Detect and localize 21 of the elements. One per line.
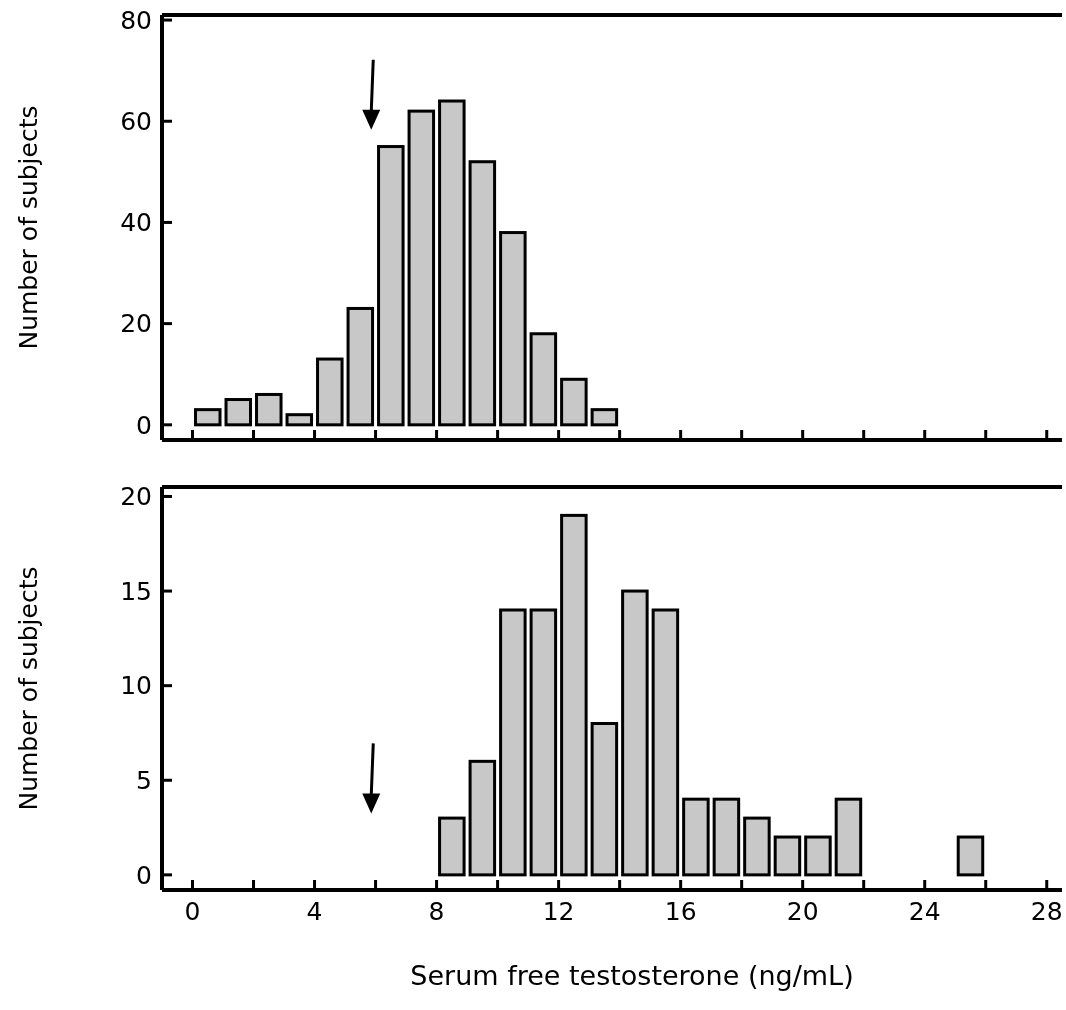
x-tick-label: 4 — [306, 897, 323, 926]
y-tick-label: 80 — [120, 5, 152, 35]
y-tick-label: 20 — [120, 482, 152, 512]
y-tick-label: 15 — [120, 576, 152, 606]
x-tick-label: 16 — [664, 897, 697, 926]
y-tick-label: 5 — [136, 766, 152, 796]
x-axis-title: Serum free testosterone (ng/mL) — [410, 960, 854, 991]
y-tick-label: 0 — [136, 410, 152, 440]
x-tick-label: 0 — [184, 897, 201, 926]
x-tick-label: 24 — [908, 897, 941, 926]
x-tick-label: 20 — [786, 897, 819, 926]
y-tick-label: 20 — [120, 309, 152, 339]
y-tick-label: 10 — [120, 671, 152, 701]
y-tick-label: 0 — [136, 860, 152, 890]
x-tick-label: 28 — [1030, 897, 1063, 926]
y-axis-title: Number of subjects — [14, 566, 43, 811]
y-axis-title: Number of subjects — [14, 105, 43, 350]
y-tick-label: 40 — [120, 208, 152, 238]
x-tick-label: 8 — [428, 897, 445, 926]
y-tick-label: 60 — [120, 107, 152, 136]
x-tick-label: 12 — [542, 897, 575, 926]
